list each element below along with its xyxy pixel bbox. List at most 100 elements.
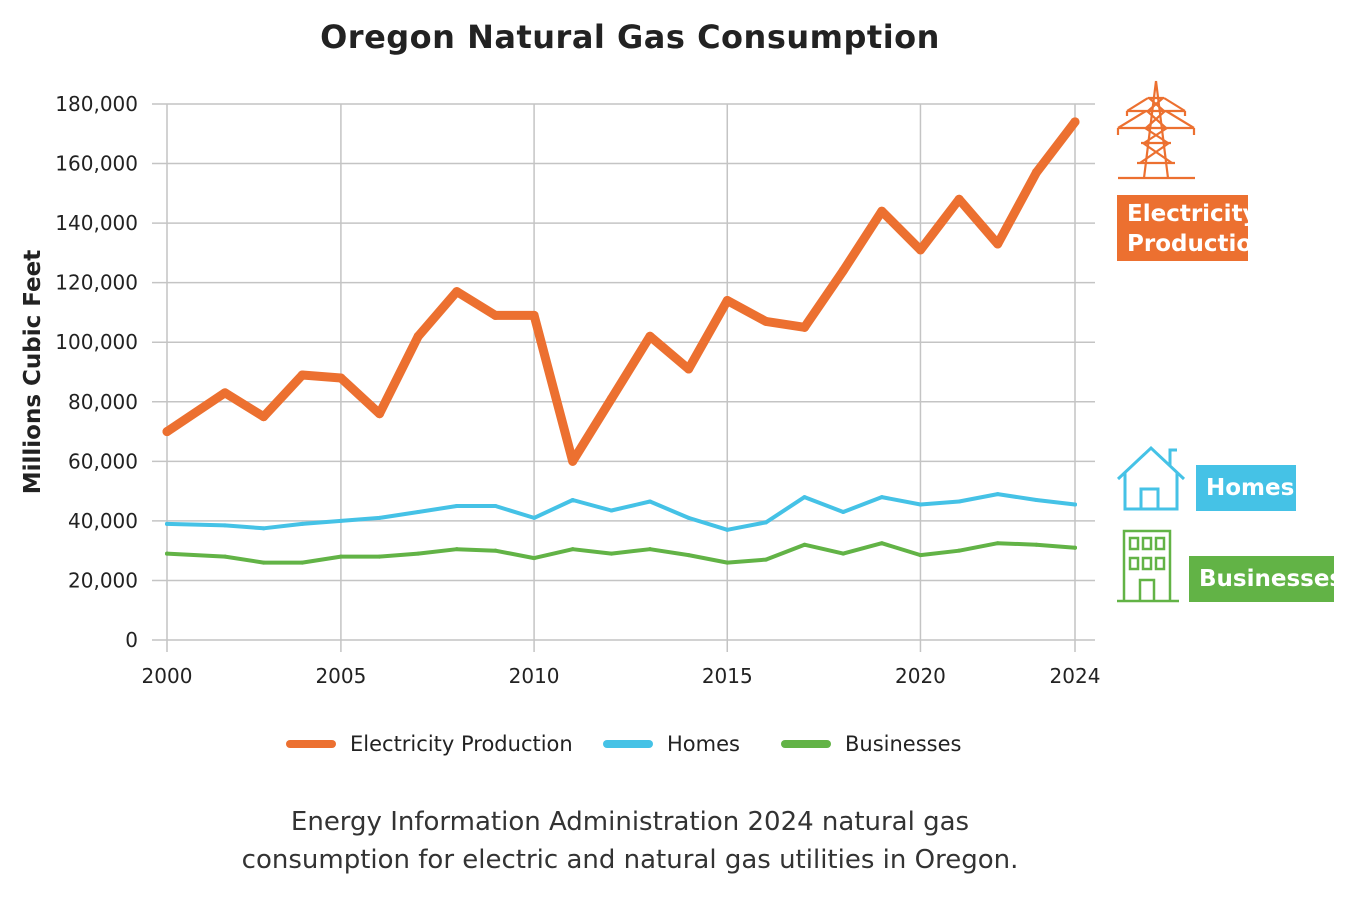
y-tick-label: 100,000: [55, 330, 138, 354]
data-point-businesses: [648, 547, 652, 552]
y-tick-label: 80,000: [68, 390, 138, 414]
data-point-homes: [1034, 498, 1039, 503]
data-point-businesses: [763, 557, 768, 562]
data-point-electricity-production: [684, 364, 694, 374]
data-point-electricity-production: [375, 409, 385, 419]
data-point-homes: [725, 527, 730, 532]
x-tick-label: 2000: [142, 664, 193, 688]
data-point-electricity-production: [162, 427, 172, 437]
data-point-electricity-production: [1031, 167, 1041, 177]
data-point-homes: [879, 495, 884, 500]
data-point-homes: [995, 492, 1000, 497]
y-tick-label: 160,000: [55, 152, 138, 176]
data-point-electricity-production: [490, 310, 500, 320]
data-point-electricity-production: [954, 194, 964, 204]
electricity-production-tag: Electricity Production: [1117, 195, 1269, 261]
data-point-electricity-production: [645, 331, 655, 341]
house-icon: [1116, 445, 1186, 511]
data-point-electricity-production: [1070, 117, 1080, 127]
data-point-homes: [532, 515, 537, 520]
data-point-homes: [338, 518, 343, 523]
data-point-businesses: [1034, 542, 1039, 547]
data-point-businesses: [957, 548, 962, 553]
data-point-businesses: [223, 554, 227, 559]
caption-line-1: Energy Information Administration 2024 n…: [290, 807, 970, 837]
data-point-electricity-production: [568, 456, 578, 466]
y-tick-label: 140,000: [55, 211, 138, 235]
data-point-businesses: [879, 541, 884, 546]
data-point-electricity-production: [413, 331, 423, 341]
series-line-homes: [165, 492, 1077, 532]
data-point-homes: [686, 515, 691, 520]
legend-item-electricity: Electricity Production: [286, 732, 573, 756]
y-tick-label: 120,000: [55, 271, 138, 295]
data-point-homes: [570, 498, 575, 503]
data-point-businesses: [918, 553, 923, 558]
series-lines: [162, 117, 1080, 565]
data-point-electricity-production: [800, 322, 810, 332]
homes-tag: Homes: [1196, 465, 1296, 511]
data-point-businesses: [165, 551, 169, 556]
y-tick-label: 180,000: [55, 92, 138, 116]
data-point-electricity-production: [297, 370, 307, 380]
x-tick-label: 2010: [509, 664, 560, 688]
data-point-electricity-production: [336, 373, 346, 383]
data-point-businesses: [377, 554, 382, 559]
data-point-businesses: [300, 560, 305, 565]
data-point-electricity-production: [915, 245, 925, 255]
x-tick-label: 2015: [702, 664, 753, 688]
data-point-homes: [841, 509, 846, 514]
data-point-homes: [957, 499, 962, 504]
y-tick-label: 60,000: [68, 449, 138, 473]
legend-swatch-homes: [603, 740, 653, 748]
data-point-homes: [377, 515, 382, 520]
data-point-electricity-production: [993, 239, 1003, 249]
data-point-electricity-production: [761, 316, 771, 326]
data-point-businesses: [995, 541, 1000, 546]
x-tick-label: 2005: [315, 664, 366, 688]
legend-label-electricity: Electricity Production: [350, 732, 573, 756]
power-tower-icon: [1116, 80, 1196, 180]
data-point-homes: [223, 523, 227, 528]
data-point-electricity-production: [259, 412, 269, 422]
data-point-businesses: [261, 560, 266, 565]
electricity-tag-line-1: Electricity: [1127, 201, 1258, 227]
data-point-electricity-production: [452, 287, 462, 297]
data-point-homes: [802, 495, 807, 500]
office-building-icon: [1117, 529, 1179, 603]
data-point-electricity-production: [529, 310, 539, 320]
data-point-homes: [1073, 502, 1077, 507]
data-point-businesses: [416, 551, 421, 556]
caption-line-2: consumption for electric and natural gas…: [241, 845, 1019, 875]
data-point-electricity-production: [220, 388, 230, 398]
grid: [152, 103, 1095, 652]
data-point-businesses: [1073, 545, 1077, 550]
businesses-tag: Businesses: [1189, 556, 1343, 602]
series-line-electricity-production: [162, 117, 1080, 466]
data-point-businesses: [725, 560, 730, 565]
y-tick-label: 40,000: [68, 509, 138, 533]
data-point-businesses: [493, 548, 498, 553]
legend-item-businesses: Businesses: [781, 732, 961, 756]
series-line-businesses: [165, 541, 1077, 565]
x-tick-label: 2020: [895, 664, 946, 688]
legend-swatch-electricity: [286, 740, 336, 748]
data-point-businesses: [841, 551, 846, 556]
y-tick-label: 20,000: [68, 568, 138, 592]
data-point-homes: [763, 520, 768, 525]
data-point-homes: [609, 508, 614, 513]
data-point-electricity-production: [877, 206, 887, 216]
data-point-businesses: [532, 556, 537, 561]
axis-ticks: 0 20,000 40,000 60,000 80,000 100,000 120,000 1…: [55, 92, 1100, 688]
data-point-homes: [261, 526, 266, 531]
chart-title: Oregon Natural Gas Consumption: [320, 18, 940, 56]
data-point-businesses: [609, 551, 614, 556]
data-point-homes: [493, 504, 498, 508]
legend-item-homes: Homes: [603, 732, 740, 756]
data-point-businesses: [802, 542, 807, 547]
data-point-homes: [648, 499, 652, 504]
x-tick-label: 2024: [1050, 664, 1101, 688]
caption: Energy Information Administration 2024 n…: [180, 803, 1080, 879]
data-point-businesses: [570, 547, 575, 552]
